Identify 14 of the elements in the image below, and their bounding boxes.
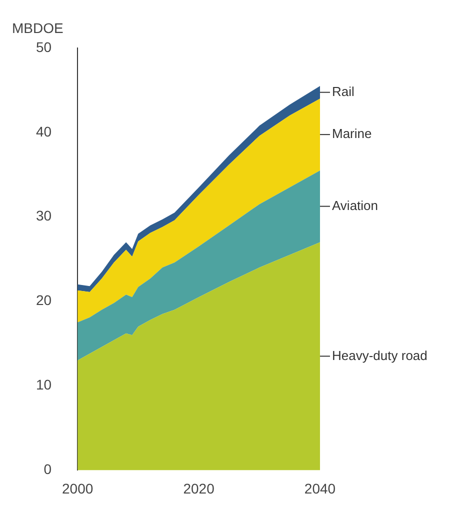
- y-axis-title: MBDOE: [12, 20, 64, 36]
- y-tick-label: 50: [36, 38, 52, 55]
- x-tick-label: 2020: [183, 480, 215, 496]
- series-label: Aviation: [332, 198, 378, 213]
- x-tick-label: 2040: [304, 480, 336, 496]
- y-tick-label: 0: [44, 461, 52, 478]
- x-tick-label: 2000: [62, 480, 94, 496]
- y-tick-label: 10: [36, 376, 52, 393]
- series-label: Marine: [332, 126, 372, 142]
- series-label: Rail: [332, 84, 355, 99]
- y-tick-label: 30: [36, 208, 52, 224]
- series-label: Heavy-duty road: [332, 348, 428, 363]
- y-tick-label: 20: [36, 292, 52, 308]
- y-tick-label: 40: [36, 123, 52, 140]
